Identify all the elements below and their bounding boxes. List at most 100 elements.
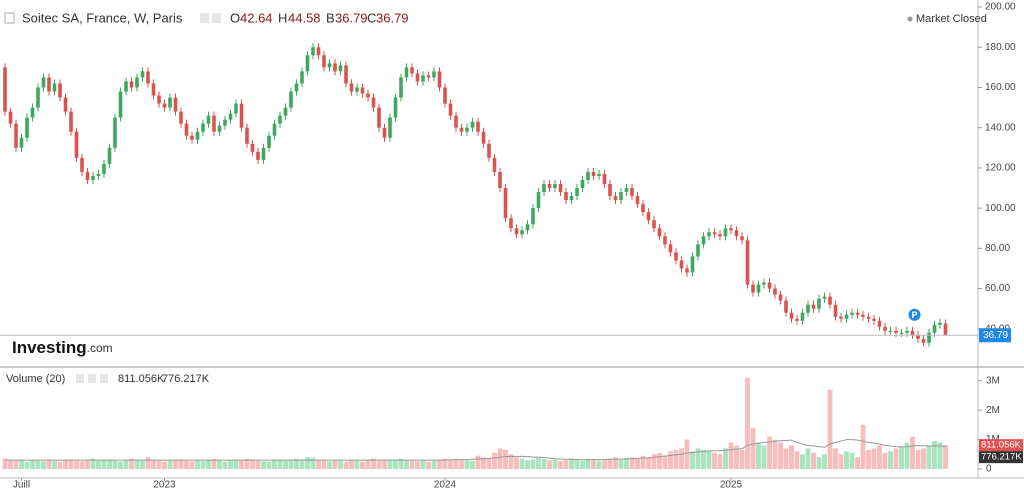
volume-bar bbox=[101, 460, 107, 469]
candle-body bbox=[256, 151, 260, 160]
ma-value-label: 776.217K bbox=[981, 452, 1022, 463]
volume-bar bbox=[409, 460, 415, 469]
candle-body bbox=[498, 171, 502, 189]
volume-bar bbox=[184, 460, 189, 469]
volume-bar bbox=[701, 449, 706, 469]
volume-bar bbox=[772, 439, 778, 469]
ohlc-value: 42.64 bbox=[240, 10, 273, 25]
candle-body bbox=[784, 300, 788, 313]
volume-bar bbox=[811, 452, 816, 469]
x-tick-label: 2024 bbox=[434, 480, 457, 490]
candle-body bbox=[773, 288, 777, 295]
volume-bar bbox=[690, 451, 695, 469]
volume-bar bbox=[272, 460, 277, 469]
volume-bar bbox=[464, 460, 470, 469]
volume-bar bbox=[283, 460, 288, 469]
volume-bar bbox=[316, 460, 321, 469]
candle-body bbox=[641, 204, 645, 213]
candle-body bbox=[481, 131, 486, 144]
candle-body bbox=[195, 131, 200, 140]
candle-body bbox=[228, 113, 233, 120]
candle-body bbox=[234, 103, 238, 114]
volume-bar bbox=[310, 457, 316, 469]
candle-body bbox=[723, 228, 728, 237]
ohlc-value: 36.79 bbox=[376, 10, 409, 25]
candle-body bbox=[894, 330, 898, 333]
candle-body bbox=[580, 179, 585, 189]
volume-bar bbox=[123, 460, 129, 469]
candle-body bbox=[668, 244, 673, 253]
candle-body bbox=[531, 208, 535, 225]
volume-bar bbox=[712, 452, 717, 469]
candle-body bbox=[349, 83, 354, 92]
volume-bar bbox=[2, 458, 8, 469]
candle-body bbox=[822, 296, 827, 299]
volume-bar bbox=[783, 448, 789, 469]
volume-bar bbox=[717, 454, 723, 469]
volume-bar bbox=[915, 449, 921, 469]
candle-body bbox=[927, 332, 931, 343]
volume-bar bbox=[431, 460, 437, 469]
candle-body bbox=[80, 157, 84, 172]
candle-body bbox=[448, 103, 453, 116]
candle-body bbox=[657, 228, 662, 237]
candle-body bbox=[69, 111, 73, 132]
candle-body bbox=[800, 312, 805, 321]
candle-body bbox=[454, 115, 458, 128]
volume-value: 811.056K bbox=[118, 373, 165, 385]
candle-body bbox=[151, 83, 156, 96]
volume-bar bbox=[365, 460, 371, 469]
candle-body bbox=[278, 115, 282, 124]
icon[interactable] bbox=[100, 374, 108, 383]
volume-bar bbox=[481, 457, 486, 469]
volume-bar bbox=[294, 458, 299, 469]
volume-bar bbox=[926, 445, 932, 469]
volume-bar bbox=[789, 445, 794, 469]
icon[interactable] bbox=[88, 374, 96, 383]
volume-bar bbox=[695, 448, 701, 469]
volume-bar bbox=[162, 461, 167, 469]
candle-body bbox=[597, 173, 601, 176]
volume-bar bbox=[151, 460, 156, 469]
candle-body bbox=[91, 175, 95, 180]
x-tick-label: 2025 bbox=[720, 480, 743, 490]
candle-body bbox=[762, 282, 766, 285]
menu-icon[interactable] bbox=[4, 12, 15, 24]
candle-body bbox=[8, 111, 13, 124]
volume-bar bbox=[679, 448, 684, 469]
candle-body bbox=[789, 312, 794, 319]
volume-bar bbox=[640, 455, 646, 469]
volume-bar bbox=[217, 460, 222, 469]
candle-body bbox=[102, 163, 106, 174]
candle-body bbox=[806, 304, 810, 313]
volume-bar bbox=[24, 461, 30, 469]
candle-body bbox=[712, 232, 717, 235]
candle-body bbox=[179, 111, 183, 124]
candle-body bbox=[14, 123, 18, 148]
icon[interactable] bbox=[212, 13, 221, 23]
volume-bar bbox=[244, 458, 250, 469]
last-price-box bbox=[979, 328, 1011, 343]
volume-bar bbox=[756, 442, 761, 469]
candle-body bbox=[3, 67, 7, 112]
candle-body bbox=[223, 119, 227, 126]
candle-body bbox=[322, 55, 326, 68]
candle-body bbox=[558, 184, 563, 193]
candle-body bbox=[899, 332, 904, 334]
volume-bar bbox=[442, 458, 448, 469]
icon[interactable] bbox=[76, 374, 84, 383]
candle-body bbox=[377, 107, 381, 128]
volume-bar bbox=[723, 448, 728, 469]
volume-bar bbox=[228, 460, 233, 469]
volume-bar bbox=[657, 452, 662, 469]
candle-body bbox=[575, 188, 579, 197]
icon[interactable] bbox=[200, 13, 209, 23]
candle-body bbox=[833, 304, 838, 317]
volume-bar bbox=[519, 458, 525, 469]
volume-bar bbox=[74, 460, 79, 469]
candle-body bbox=[679, 260, 684, 269]
candle-body bbox=[316, 47, 321, 56]
candle-body bbox=[173, 97, 178, 112]
candle-body bbox=[272, 123, 277, 136]
